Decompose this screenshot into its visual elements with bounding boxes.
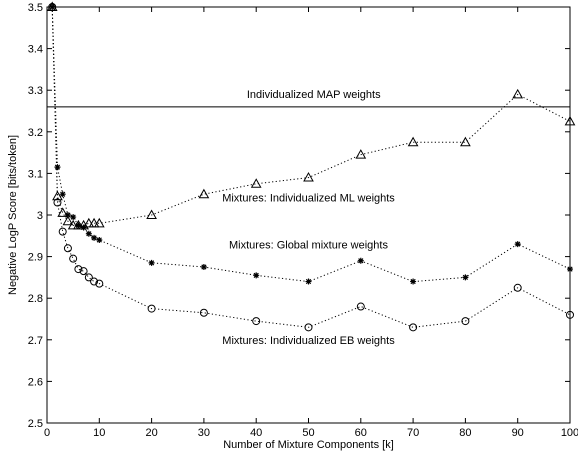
- y-tick-label: 2.7: [28, 335, 43, 347]
- triangle-point: [83, 217, 95, 228]
- circle-point: [147, 304, 156, 313]
- triangle-point: [355, 149, 367, 159]
- y-tick-label: 3.3: [28, 85, 43, 97]
- star-point: [91, 234, 98, 241]
- circle-point: [63, 244, 72, 253]
- circle-point: [84, 273, 93, 282]
- series-label-eb: Mixtures: Individualized EB weights: [222, 335, 395, 347]
- y-tick-label: 3.1: [28, 168, 43, 180]
- star-point: [567, 266, 573, 273]
- triangle-point: [407, 136, 419, 147]
- circle-point: [90, 277, 99, 286]
- x-tick-label: 50: [302, 427, 314, 439]
- star-point: [70, 214, 77, 221]
- triangle-point: [57, 207, 69, 217]
- triangle-point: [460, 136, 471, 147]
- star-point: [54, 164, 61, 171]
- x-tick-label: 30: [198, 427, 210, 439]
- star-point: [410, 278, 417, 285]
- circle-point: [461, 317, 470, 326]
- series-line: [51, 6, 571, 328]
- circle-point: [409, 323, 418, 332]
- triangle-point: [88, 217, 100, 228]
- series-line: [51, 6, 571, 226]
- star-point: [59, 191, 66, 198]
- triangle-point: [198, 188, 210, 199]
- star-point: [85, 230, 92, 237]
- star-point: [514, 241, 521, 248]
- circle-point: [356, 302, 365, 311]
- x-tick-label: 20: [145, 427, 157, 439]
- star-point: [357, 257, 364, 264]
- x-axis-label: Number of Mixture Components [k]: [223, 439, 394, 451]
- triangle-point: [512, 88, 524, 99]
- triangle-point: [564, 115, 576, 126]
- circle-point: [74, 265, 83, 274]
- circle-point: [304, 323, 313, 332]
- y-tick-label: 2.8: [28, 293, 43, 305]
- y-tick-label: 3: [37, 210, 43, 222]
- x-tick-label: 90: [512, 427, 524, 439]
- plot-frame: [46, 6, 571, 424]
- series-circle: [48, 3, 574, 332]
- series-label-ml: Mixtures: Individualized ML weights: [222, 192, 395, 204]
- triangle-point: [62, 215, 74, 226]
- circle-point: [53, 198, 62, 207]
- triangle-point: [250, 178, 262, 188]
- star-point: [96, 236, 103, 243]
- circle-point: [252, 317, 261, 326]
- y-tick-label: 3.4: [28, 44, 43, 56]
- circle-point: [566, 310, 574, 319]
- y-axis-label: Negative LogP Score [bits/token]: [7, 135, 19, 295]
- x-tick-label: 10: [93, 427, 105, 439]
- y-tick-label: 2.5: [28, 418, 43, 430]
- star-point: [253, 272, 260, 279]
- x-tick-label: 60: [355, 427, 367, 439]
- y-tick-label: 3.2: [28, 127, 43, 139]
- circle-point: [513, 283, 522, 292]
- star-point: [80, 224, 87, 231]
- circle-point: [95, 279, 104, 288]
- star-point: [64, 212, 71, 218]
- circle-point: [48, 3, 57, 11]
- series-label-global: Mixtures: Global mixture weights: [229, 239, 388, 251]
- axis-ticks: 0 10 20 30 40 50 60 70 80 90 100 2.5 2.6 2.7 2.8 2.9 3 3.…: [28, 2, 578, 439]
- circle-point: [69, 254, 78, 263]
- star-point: [305, 278, 312, 285]
- x-tick-label: 0: [44, 427, 50, 439]
- star-point: [148, 259, 155, 266]
- x-tick-label: 100: [561, 427, 578, 439]
- triangle-point: [303, 172, 314, 182]
- series-star: [49, 4, 573, 285]
- map-reference-label: Individualized MAP weights: [247, 89, 381, 101]
- x-tick-label: 70: [407, 427, 419, 439]
- circle-point: [58, 227, 67, 236]
- circle-point: [199, 308, 208, 317]
- x-tick-label: 80: [459, 427, 471, 439]
- star-point: [75, 222, 82, 229]
- star-point: [200, 264, 207, 270]
- star-point: [462, 274, 469, 281]
- circle-point: [79, 267, 88, 276]
- triangle-point: [146, 209, 157, 219]
- triangle-point: [52, 190, 63, 201]
- triangle-point: [93, 217, 105, 228]
- series-layer: [46, 1, 576, 332]
- y-tick-label: 2.9: [28, 252, 43, 264]
- x-tick-label: 40: [250, 427, 262, 439]
- y-tick-label: 3.5: [28, 2, 43, 14]
- y-tick-label: 2.6: [28, 376, 43, 388]
